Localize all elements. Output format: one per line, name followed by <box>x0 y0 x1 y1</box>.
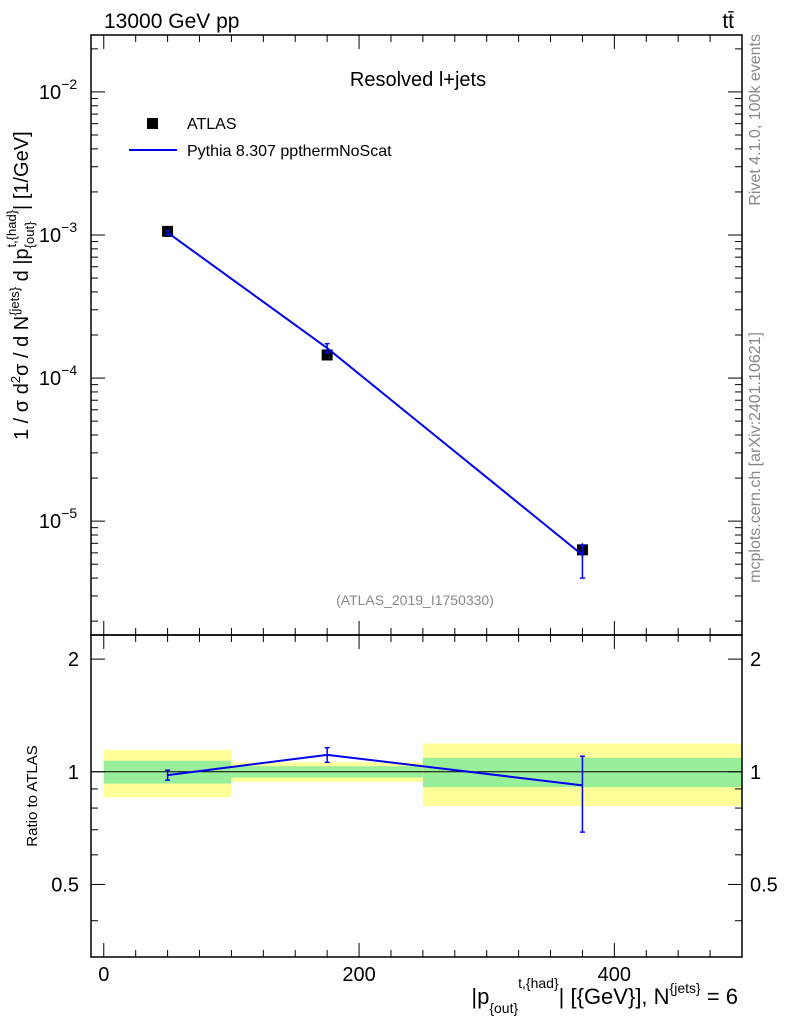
main-axis-ticks: 10−510−410−310−2 <box>39 35 743 635</box>
legend-atlas-label: ATLAS <box>187 116 237 133</box>
ylabel-part-h: | [1/GeV] <box>11 131 33 210</box>
y-tick-label-base: 10 <box>39 82 61 104</box>
xlabel-tail: = 6 <box>701 984 738 1009</box>
y-tick-label-ratio-right: 0.5 <box>750 874 778 896</box>
y-tick-label-exp: −2 <box>61 76 77 92</box>
beam-label: 13000 GeV pp <box>104 10 239 33</box>
ylabel-part-a: 1 / σ d <box>11 383 33 440</box>
y-tick-label-main: 10−4 <box>39 362 77 390</box>
y-tick-label-ratio-right: 2 <box>750 649 761 671</box>
xlabel-sup2: {jets} <box>670 980 701 996</box>
process-label: tt̄ <box>722 10 734 33</box>
ratio-plot-marks <box>165 746 585 833</box>
ratio-bands <box>103 743 742 807</box>
xlabel-sup: t,{had} <box>518 975 559 991</box>
y-tick-label-main: 10−3 <box>39 219 77 247</box>
ratio-axis-ticks: 0 200 400 0.5 0.5 1 1 2 2 <box>51 635 778 986</box>
legend: ATLAS Pythia 8.307 ppthermNoScat <box>129 116 392 160</box>
atlas-point <box>321 349 333 361</box>
x-tick-label: 0 <box>98 964 109 986</box>
ylabel-part-g: t,{had} <box>4 209 19 247</box>
y-tick-label-base: 10 <box>39 368 61 390</box>
y-tick-label-ratio: 2 <box>68 649 79 671</box>
xlabel-sub: {out} <box>489 1000 518 1016</box>
legend-atlas-marker <box>147 118 158 129</box>
y-tick-label-main: 10−2 <box>39 76 77 104</box>
x-tick-label: 400 <box>598 964 631 986</box>
ylabel-part-e: d |p <box>11 248 33 287</box>
ratio-frame <box>90 634 743 958</box>
ylabel-part-f: {out} <box>22 221 37 248</box>
chart-title: Resolved l+jets <box>350 69 486 91</box>
legend-pythia-label: Pythia 8.307 ppthermNoScat <box>187 143 392 160</box>
y-tick-label-ratio: 1 <box>68 762 79 784</box>
ratio-y-label: Ratio to ATLAS <box>24 745 41 846</box>
ylabel-part-c: σ / d N <box>11 316 33 376</box>
y-tick-label-ratio-right: 1 <box>750 762 761 784</box>
ylabel-part-d: {jets} <box>7 286 22 316</box>
y-tick-label-base: 10 <box>39 225 61 247</box>
pythia-line <box>167 231 584 556</box>
y-tick-label-exp: −5 <box>61 505 77 521</box>
main-plot-marks <box>162 225 588 579</box>
y-tick-label-exp: −4 <box>61 362 77 378</box>
rivet-label: Rivet 4.1.0, 100k events <box>747 34 764 206</box>
y-tick-label-exp: −3 <box>61 219 77 235</box>
y-tick-label-ratio: 0.5 <box>51 874 79 896</box>
ylabel-part-b: 2 <box>8 376 23 383</box>
source-label: mcplots.cern.ch [arXiv:2401.10621] <box>747 332 764 583</box>
y-tick-label-base: 10 <box>39 511 61 533</box>
x-tick-label: 200 <box>342 964 375 986</box>
x-axis-label: |p{out}t,{had}| [{GeV}], N{jets} = 6 <box>471 975 738 1016</box>
y-tick-label-main: 10−5 <box>39 505 77 533</box>
xlabel-mid: | [{GeV}], N <box>559 984 670 1009</box>
xlabel-main: |p <box>471 984 489 1009</box>
analysis-id: (ATLAS_2019_I1750330) <box>336 592 494 608</box>
y-axis-label: 1 / σ d2σ / d N{jets} d |p{out}t,{had}| … <box>4 131 37 440</box>
